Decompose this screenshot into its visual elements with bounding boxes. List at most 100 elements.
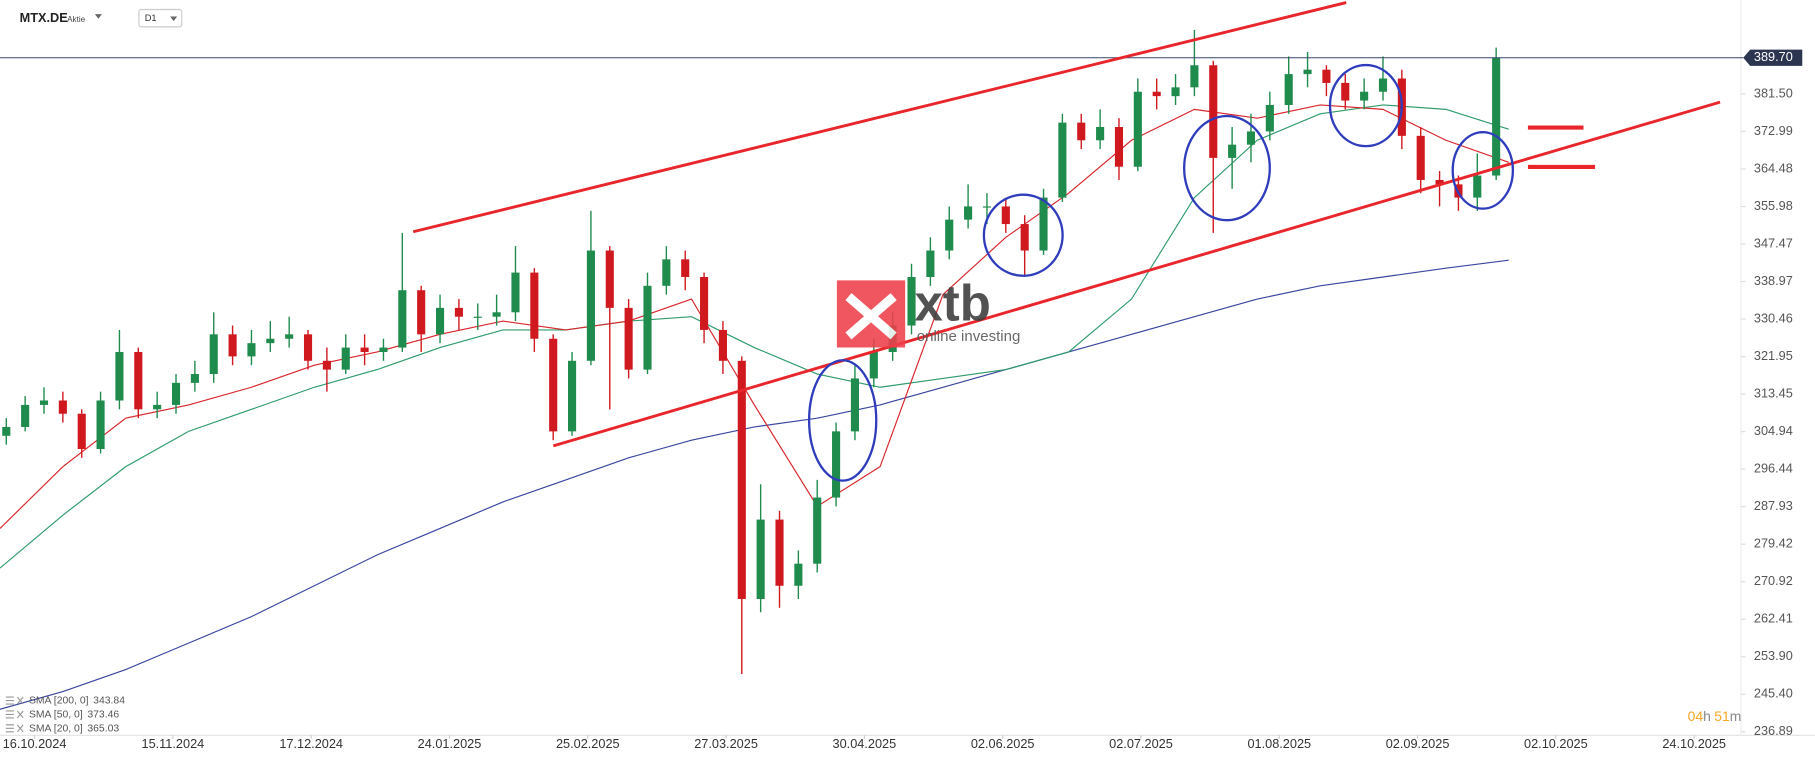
brand: xtb [914,274,990,331]
dropdown-caret[interactable] [170,16,178,22]
candle-body [813,497,822,564]
legend-name: SMA [50, 0] [29,709,83,720]
candle-body [568,360,577,432]
candle-body [247,343,256,357]
candle-body [1341,82,1350,101]
candle-body [756,519,765,599]
candle-body [1416,135,1425,180]
candle-body [398,290,407,348]
candle-body [605,250,614,308]
symbol[interactable]: MTX.DE [20,10,68,25]
y-tick-label: 279.42 [1754,536,1793,551]
candle-body [1171,87,1180,97]
candle-body [473,316,482,318]
legend-entry: SMA [20, 0] 365.03 [5,723,119,734]
candle-body [586,250,595,361]
y-tick-label: 355.98 [1754,198,1793,213]
candle-body [530,272,539,339]
candle-body [1284,74,1293,105]
x-tick-label: 17.12.2024 [279,736,343,751]
candle-body [700,276,709,330]
dropdown-caret[interactable] [94,14,102,19]
legend-close [16,724,24,733]
y-tick-label: 321.95 [1754,348,1793,363]
y-tick-label: 338.97 [1754,273,1793,288]
candle-body [454,307,463,317]
y-tick-label: 287.93 [1754,498,1793,513]
candle-body [39,400,49,405]
sma-line [0,259,1509,710]
legend-value: 373.46 [87,709,119,720]
x-tick-label: 02.10.2025 [1524,736,1588,751]
candle-body [1020,224,1029,251]
legend-value: 365.03 [87,723,119,734]
timeframe[interactable]: D1 [145,13,157,23]
candle-body [624,307,633,370]
countdown-part: 04 [1688,707,1704,723]
y-tick-label: 381.50 [1754,85,1793,100]
candle-body [662,259,671,286]
candle-body [511,272,520,313]
candle-body [869,351,878,379]
y-tick-label: 245.40 [1754,686,1793,701]
countdown-part: 51 [1714,707,1730,723]
candle-body [1322,69,1331,83]
candle-body [1058,122,1067,198]
sma-line [0,104,1509,569]
legend-icon [5,710,14,719]
countdown-part: m [1730,707,1742,723]
candle-body [360,347,369,352]
candle-body [285,334,294,339]
candle-body [492,312,501,317]
legend-icon [5,724,14,733]
candle-body [1114,127,1124,167]
candle-body [1077,122,1086,141]
annotations [412,1,1721,482]
x-tick-label: 15.11.2024 [142,736,205,751]
circle-mark [807,359,878,482]
circle-mark [1182,114,1271,222]
candle-body [266,338,275,344]
candle-body [1039,197,1048,251]
circle-mark [1451,131,1515,210]
candle-body [945,219,954,251]
candle-body [737,360,746,599]
candle-body [1096,127,1105,141]
trend-line [412,1,1347,234]
candle-body [171,382,181,405]
y-tick-label: 347.47 [1754,235,1793,250]
y-tick-label: 313.45 [1754,385,1793,400]
candle-body [643,285,652,370]
instrument-type: Aktie [67,15,85,24]
y-tick-label: 262.41 [1754,611,1793,626]
y-tick-label: 270.92 [1754,573,1793,588]
circle-mark [1328,63,1403,148]
candle-body [982,206,992,208]
last-price-tag [1743,49,1803,66]
candle-body [2,426,11,436]
trend-line [552,100,1721,448]
legend-name: SMA [20, 0] [29,723,83,734]
candle-body [1303,69,1312,75]
circle-mark [982,193,1064,277]
x-tick-label: 02.06.2025 [971,736,1035,751]
candle-body [96,400,105,450]
logo-x [845,293,897,340]
y-tick-label: 364.48 [1754,160,1793,175]
candle-body [1246,131,1256,145]
legend-entry: SMA [50, 0] 373.46 [5,709,119,720]
timeframe-select[interactable] [138,8,183,28]
candle-body [21,404,30,427]
x-tick-label: 27.03.2025 [694,736,758,751]
y-tick-label: 304.94 [1754,423,1793,438]
countdown-part: h [1703,707,1711,723]
candle-body [1265,104,1274,132]
candle-body [1492,57,1501,176]
candle-body [435,307,445,335]
candle-body [1152,91,1161,97]
candle-body [775,519,784,586]
